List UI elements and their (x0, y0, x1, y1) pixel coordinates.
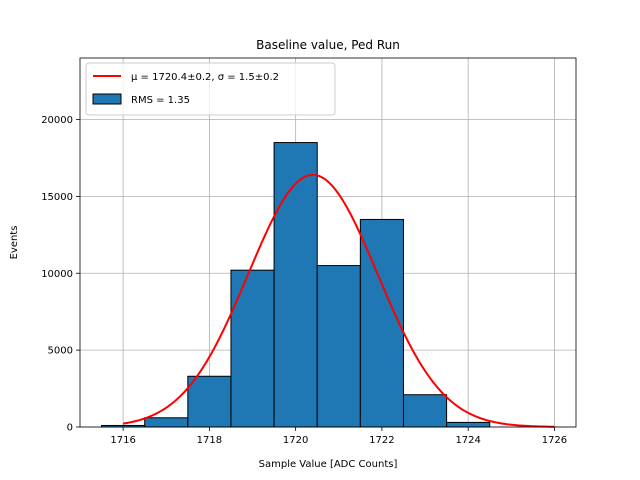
x-axis-label: Sample Value [ADC Counts] (259, 459, 398, 470)
legend-fit-label: μ = 1720.4±0.2, σ = 1.5±0.2 (131, 72, 279, 83)
x-tick-label: 1716 (110, 435, 135, 446)
x-tick-label: 1726 (542, 435, 567, 446)
x-tick-label: 1724 (455, 435, 480, 446)
y-tick-label: 10000 (41, 269, 73, 280)
legend: μ = 1720.4±0.2, σ = 1.5±0.2 RMS = 1.35 (85, 62, 336, 116)
histogram-bar (144, 417, 189, 428)
legend-rms-label: RMS = 1.35 (131, 95, 190, 106)
histogram-bar (359, 218, 404, 428)
histogram-bar (402, 394, 448, 428)
x-tick-label: 1718 (197, 435, 222, 446)
plot-frame (79, 57, 577, 428)
histogram-bar (230, 269, 275, 428)
y-tick-label: 15000 (41, 192, 73, 203)
y-tick-label: 5000 (48, 346, 73, 357)
x-axis-ticks: 1716 1718 1720 1722 1724 1726 (110, 427, 567, 446)
legend-rms-swatch (92, 93, 122, 105)
x-tick-label: 1720 (283, 435, 308, 446)
y-axis-label: Events (9, 226, 20, 260)
histogram-bars (101, 142, 491, 428)
histogram-bar (316, 265, 361, 428)
y-tick-label: 20000 (41, 115, 73, 126)
histogram-bar (187, 375, 232, 428)
histogram-bar (446, 421, 491, 428)
gaussian-fit-curve (122, 173, 555, 428)
histogram-bar (273, 142, 318, 428)
legend-box (85, 62, 336, 116)
y-tick-label: 0 (67, 423, 73, 434)
y-axis-ticks: 0 5000 10000 15000 20000 (41, 115, 80, 434)
chart-title: Baseline value, Ped Run (256, 38, 400, 52)
x-tick-label: 1722 (369, 435, 394, 446)
